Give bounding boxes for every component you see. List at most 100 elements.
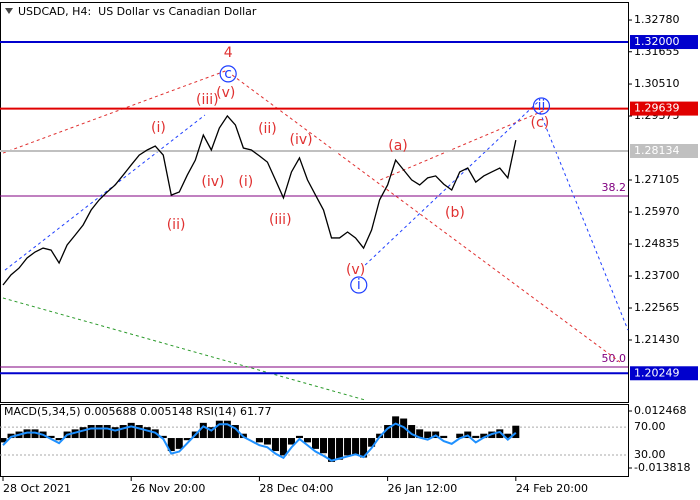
macd-bar — [456, 433, 464, 439]
macd-bar — [231, 425, 239, 439]
level-label-box — [630, 366, 698, 381]
y-tick-label: 1.27105 — [634, 173, 680, 186]
y-tick-label: 1.32780 — [634, 13, 680, 26]
wave-label: i — [357, 277, 361, 293]
macd-bar — [135, 425, 143, 439]
macd-bar — [183, 438, 191, 441]
macd-bar — [336, 438, 344, 460]
macd-bar — [312, 438, 319, 449]
macd-bar — [199, 422, 207, 439]
macd-bar — [47, 435, 55, 439]
chart-title: USDCAD, H4: US Dollar vs Canadian Dollar — [18, 5, 257, 18]
macd-bar — [263, 438, 271, 445]
x-tick-label: 24 Feb 20:00 — [516, 482, 588, 495]
macd-bar — [127, 422, 135, 439]
macd-bar — [79, 427, 87, 439]
plot-frame — [0, 2, 629, 403]
wave-label: (b) — [445, 205, 465, 221]
level-label: 1.29639 — [634, 102, 680, 115]
wave-label: (ii) — [167, 217, 186, 233]
y-tick-label: 1.23700 — [634, 269, 680, 282]
wave-label: (i) — [238, 174, 253, 190]
macd-bar — [303, 438, 311, 443]
macd-bar — [143, 427, 151, 439]
macd-bar — [424, 431, 432, 439]
macd-bar — [320, 438, 328, 454]
macd-bar — [71, 429, 79, 439]
macd-bar — [368, 438, 376, 447]
y-tick-label: 1.24835 — [634, 237, 680, 250]
wave-line — [2, 297, 366, 401]
symbol-icon — [5, 8, 13, 14]
y2-tick-label: 30.00 — [634, 448, 666, 461]
macd-bar — [175, 438, 183, 449]
wave-label: c — [224, 66, 232, 82]
macd-bar — [440, 435, 448, 439]
wave-circle — [219, 65, 237, 83]
level-label-box — [630, 144, 698, 159]
macd-bar — [279, 438, 287, 456]
y-tick-label: 0.012468 — [634, 404, 687, 417]
x-tick-label: 26 Nov 20:00 — [131, 482, 205, 495]
macd-bar — [207, 427, 215, 439]
y-tick-label: 1.22565 — [634, 301, 680, 314]
macd-bar — [360, 438, 368, 458]
rsi-line — [2, 422, 517, 462]
wave-label: (iv) — [290, 132, 313, 148]
wave-label: (iv) — [201, 174, 224, 190]
macd-bar — [328, 438, 336, 462]
macd-bar — [255, 438, 263, 443]
y-tick-label: -0.013818 — [634, 461, 690, 474]
wave-label: (v) — [346, 262, 365, 278]
wave-label: (a) — [388, 138, 408, 154]
wave-label: (i) — [151, 120, 166, 136]
macd-bar — [472, 435, 480, 439]
wave-label: (ii) — [258, 121, 277, 137]
x-tick-label: 28 Oct 2021 — [3, 482, 71, 495]
fib-label: 38.2 — [602, 181, 627, 194]
wave-label: (c) — [531, 115, 550, 131]
indicator-title: MACD(5,34,5) 0.005688 0.005148 RSI(14) 6… — [4, 405, 271, 418]
fib-label: 50.0 — [602, 352, 627, 365]
wave-line — [2, 69, 229, 154]
wave-label: (v) — [216, 85, 235, 101]
wave-label: (iii) — [269, 212, 292, 228]
macd-bar — [159, 435, 167, 439]
macd-bar — [392, 416, 400, 439]
x-tick-label: 28 Dec 04:00 — [259, 482, 333, 495]
y-tick-label: 1.30510 — [634, 77, 680, 90]
macd-bar — [215, 420, 223, 439]
macd-bar — [416, 429, 424, 439]
level-label-box — [630, 101, 698, 116]
macd-bar — [512, 425, 520, 439]
macd-bar — [95, 425, 103, 439]
macd-bar — [352, 438, 360, 456]
wave-label: (iii) — [196, 92, 219, 108]
x-tick-label: 26 Jan 12:00 — [388, 482, 458, 495]
macd-bar — [23, 429, 31, 439]
macd-bar — [287, 438, 295, 445]
macd-bar — [496, 429, 504, 439]
y-tick-label: 1.21430 — [634, 333, 680, 346]
macd-bar — [119, 425, 127, 439]
title-bg — [2, 406, 302, 418]
macd-bar — [480, 433, 488, 439]
macd-bar — [31, 429, 39, 439]
macd-bar — [271, 438, 279, 452]
macd-bar — [408, 425, 416, 439]
wave-line — [231, 74, 621, 363]
macd-bar — [223, 420, 231, 439]
macd-bar — [103, 425, 111, 439]
macd-bar — [87, 425, 95, 439]
level-label: 1.28134 — [634, 144, 680, 157]
macd-bar — [111, 427, 119, 439]
macd-bar — [384, 425, 392, 439]
level-label: 1.20249 — [634, 366, 680, 379]
price-line — [2, 114, 517, 286]
wave-line — [4, 114, 206, 271]
level-label: 1.32000 — [634, 35, 680, 48]
macd-bar — [167, 438, 175, 452]
level-label-box — [630, 35, 698, 50]
